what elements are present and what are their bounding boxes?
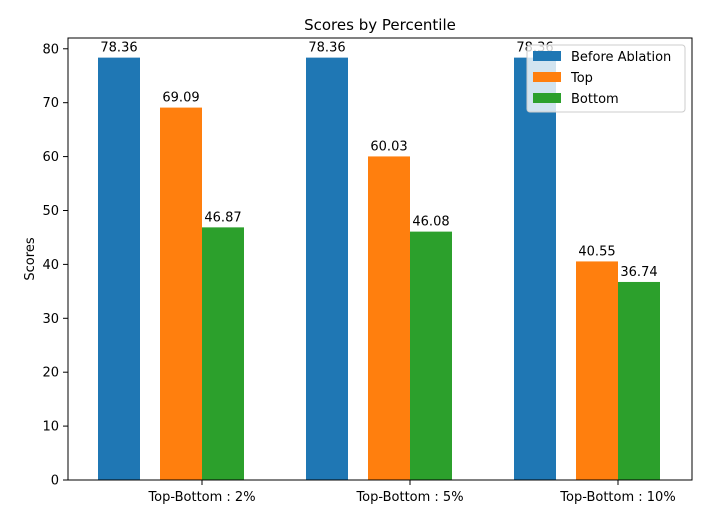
y-tick-label: 50 bbox=[42, 204, 59, 219]
legend-box bbox=[526, 44, 686, 113]
bar bbox=[202, 227, 244, 480]
bar bbox=[514, 57, 556, 481]
bar-value-label: 78.36 bbox=[308, 41, 345, 56]
y-tick-label: 70 bbox=[42, 96, 59, 111]
bar-value-label: 60.03 bbox=[370, 139, 407, 154]
legend: Before Ablation Top Bottom bbox=[526, 44, 686, 113]
bar bbox=[306, 57, 348, 481]
y-tick-label: 40 bbox=[42, 258, 59, 273]
bar-value-label: 46.08 bbox=[412, 215, 449, 230]
x-axis: Top-Bottom : 2% Top-Bottom : 5% Top-Bottom… bbox=[147, 480, 676, 505]
plot-frame bbox=[67, 37, 693, 481]
bar bbox=[618, 281, 660, 480]
y-tick-label: 30 bbox=[42, 312, 59, 327]
bars-group bbox=[98, 57, 660, 481]
y-tick-label: 80 bbox=[42, 42, 59, 57]
x-tick-label: Top-Bottom : 5% bbox=[355, 490, 463, 505]
y-tick-label: 0 bbox=[51, 474, 59, 489]
bar bbox=[410, 231, 452, 480]
y-axis: 0 10 20 30 40 50 60 70 80 bbox=[42, 42, 68, 489]
bar bbox=[98, 57, 140, 481]
chart-title: Scores by Percentile bbox=[304, 16, 456, 34]
bar-value-label: 40.55 bbox=[578, 244, 615, 259]
legend-swatch bbox=[533, 93, 561, 103]
y-tick-label: 10 bbox=[42, 420, 59, 435]
legend-swatch bbox=[533, 51, 561, 61]
y-axis-label: Scores bbox=[23, 237, 38, 280]
bar bbox=[160, 107, 202, 481]
bar bbox=[576, 261, 618, 480]
legend-swatch bbox=[533, 72, 561, 82]
x-tick-label: Top-Bottom : 10% bbox=[559, 490, 675, 505]
legend-label: Bottom bbox=[571, 92, 619, 107]
y-tick-label: 60 bbox=[42, 150, 59, 165]
legend-label: Before Ablation bbox=[571, 50, 671, 65]
bar-value-label: 69.09 bbox=[162, 91, 199, 106]
bar-value-label: 46.87 bbox=[204, 210, 241, 225]
bar-value-label: 36.74 bbox=[620, 265, 657, 280]
x-tick-label: Top-Bottom : 2% bbox=[147, 490, 255, 505]
y-tick-label: 20 bbox=[42, 366, 59, 381]
legend-label: Top bbox=[570, 71, 593, 86]
bar-value-label: 78.36 bbox=[100, 41, 137, 56]
bar bbox=[368, 156, 410, 481]
